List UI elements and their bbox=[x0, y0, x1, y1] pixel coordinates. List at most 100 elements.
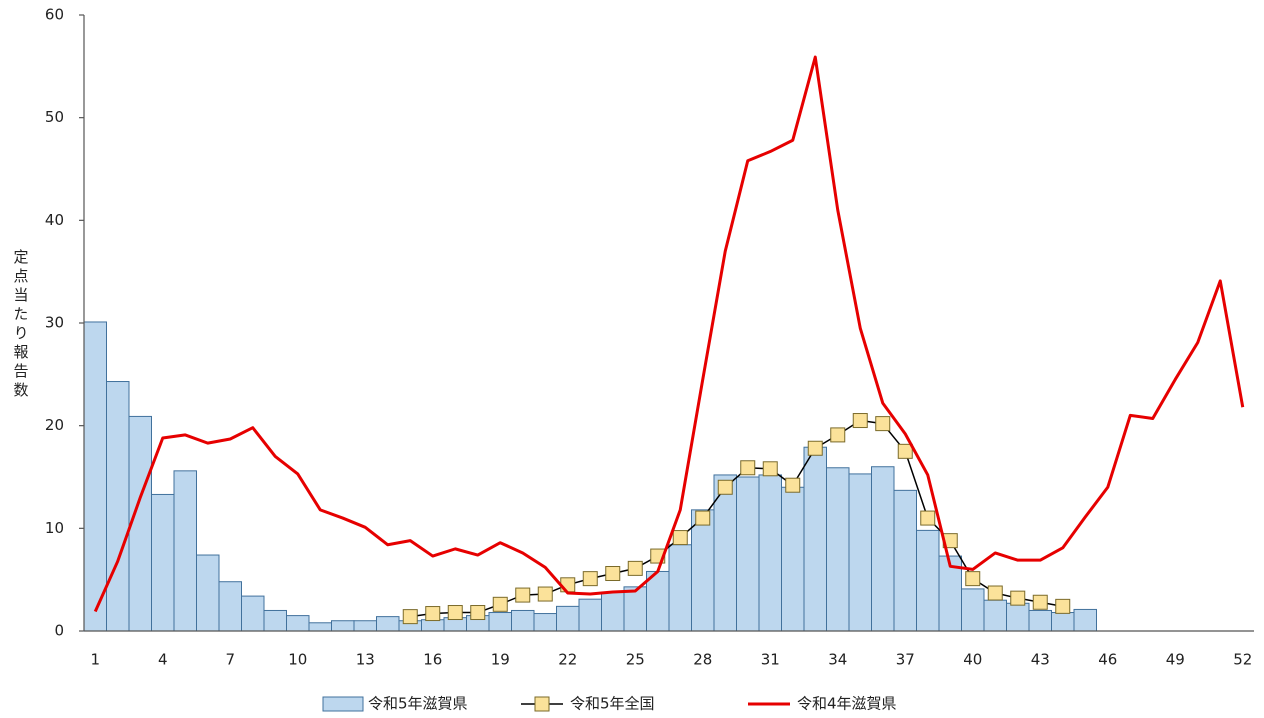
y-tick-label: 30 bbox=[45, 314, 64, 332]
bar bbox=[1006, 602, 1030, 632]
bar bbox=[308, 622, 332, 632]
bar bbox=[241, 595, 265, 632]
bar bbox=[83, 321, 107, 632]
marker bbox=[1055, 598, 1071, 614]
x-tick-label: 31 bbox=[761, 651, 780, 669]
y-tick-label: 20 bbox=[45, 416, 64, 434]
x-tick-label: 22 bbox=[558, 651, 577, 669]
bar bbox=[1073, 608, 1097, 632]
bar bbox=[758, 474, 782, 632]
marker bbox=[672, 530, 688, 546]
bar bbox=[893, 489, 917, 632]
marker bbox=[762, 461, 778, 477]
bar bbox=[151, 493, 175, 632]
bar bbox=[533, 613, 557, 632]
y-tick-label: 40 bbox=[45, 211, 64, 229]
bar bbox=[826, 467, 850, 632]
legend-swatch bbox=[322, 696, 364, 712]
marker bbox=[582, 571, 598, 587]
line bbox=[93, 55, 1245, 613]
bar bbox=[263, 609, 287, 632]
marker bbox=[695, 510, 711, 526]
marker bbox=[515, 587, 531, 603]
bar bbox=[601, 591, 625, 632]
marker bbox=[830, 427, 846, 443]
marker bbox=[897, 443, 913, 459]
bar bbox=[983, 599, 1007, 632]
x-tick-label: 34 bbox=[828, 651, 847, 669]
y-tick-label: 60 bbox=[45, 6, 64, 24]
bar bbox=[781, 486, 805, 632]
bar bbox=[623, 586, 647, 632]
marker bbox=[987, 585, 1003, 601]
marker bbox=[965, 571, 981, 587]
bar bbox=[511, 609, 535, 632]
bar bbox=[691, 509, 715, 632]
legend-label: 令和5年全国 bbox=[570, 695, 655, 713]
x-tick-label: 16 bbox=[423, 651, 442, 669]
bar bbox=[736, 476, 760, 632]
legend-label: 令和5年滋賀県 bbox=[368, 695, 468, 713]
bar bbox=[218, 581, 242, 632]
bar bbox=[488, 612, 512, 632]
marker bbox=[492, 596, 508, 612]
marker bbox=[740, 460, 756, 476]
marker bbox=[537, 586, 553, 602]
marker bbox=[425, 606, 441, 622]
marker bbox=[1010, 590, 1026, 606]
bar bbox=[106, 381, 130, 632]
y-tick-label: 10 bbox=[45, 519, 64, 537]
legend-label: 令和4年滋賀県 bbox=[797, 695, 897, 713]
marker bbox=[627, 560, 643, 576]
x-tick-label: 40 bbox=[963, 651, 982, 669]
x-tick-label: 43 bbox=[1031, 651, 1050, 669]
y-tick-label: 0 bbox=[54, 622, 64, 640]
x-tick-label: 19 bbox=[491, 651, 510, 669]
marker bbox=[605, 566, 621, 582]
marker bbox=[785, 477, 801, 493]
x-tick-label: 52 bbox=[1233, 651, 1252, 669]
x-tick-label: 46 bbox=[1098, 651, 1117, 669]
x-tick-label: 28 bbox=[693, 651, 712, 669]
x-tick-label: 49 bbox=[1166, 651, 1185, 669]
marker bbox=[807, 440, 823, 456]
marker bbox=[447, 605, 463, 621]
marker bbox=[717, 479, 733, 495]
y-axis-label: 定点当たり報告数 bbox=[12, 249, 30, 401]
bar bbox=[286, 615, 310, 632]
x-tick-label: 37 bbox=[896, 651, 915, 669]
bar bbox=[1028, 609, 1052, 632]
marker bbox=[852, 413, 868, 429]
bar bbox=[421, 619, 445, 632]
x-tick-label: 10 bbox=[288, 651, 307, 669]
bar bbox=[331, 620, 355, 632]
bar bbox=[196, 554, 220, 632]
bar bbox=[556, 605, 580, 632]
x-tick-label: 1 bbox=[90, 651, 100, 669]
marker bbox=[875, 416, 891, 432]
bar bbox=[668, 544, 692, 632]
bar bbox=[578, 598, 602, 632]
legend-marker bbox=[534, 696, 550, 712]
bar bbox=[803, 446, 827, 632]
bar bbox=[961, 588, 985, 632]
bar bbox=[848, 473, 872, 632]
marker bbox=[402, 609, 418, 625]
bar bbox=[353, 620, 377, 632]
marker bbox=[920, 510, 936, 526]
bar bbox=[646, 570, 670, 632]
x-tick-label: 4 bbox=[158, 651, 168, 669]
x-tick-label: 25 bbox=[626, 651, 645, 669]
y-tick-label: 50 bbox=[45, 108, 64, 126]
x-tick-label: 7 bbox=[225, 651, 235, 669]
marker bbox=[560, 577, 576, 593]
bar bbox=[376, 616, 400, 632]
bar bbox=[916, 529, 940, 632]
x-tick-label: 13 bbox=[356, 651, 375, 669]
bar bbox=[1051, 612, 1075, 632]
marker bbox=[1032, 594, 1048, 610]
marker bbox=[470, 605, 486, 621]
bar bbox=[871, 466, 895, 632]
bar bbox=[173, 470, 197, 632]
